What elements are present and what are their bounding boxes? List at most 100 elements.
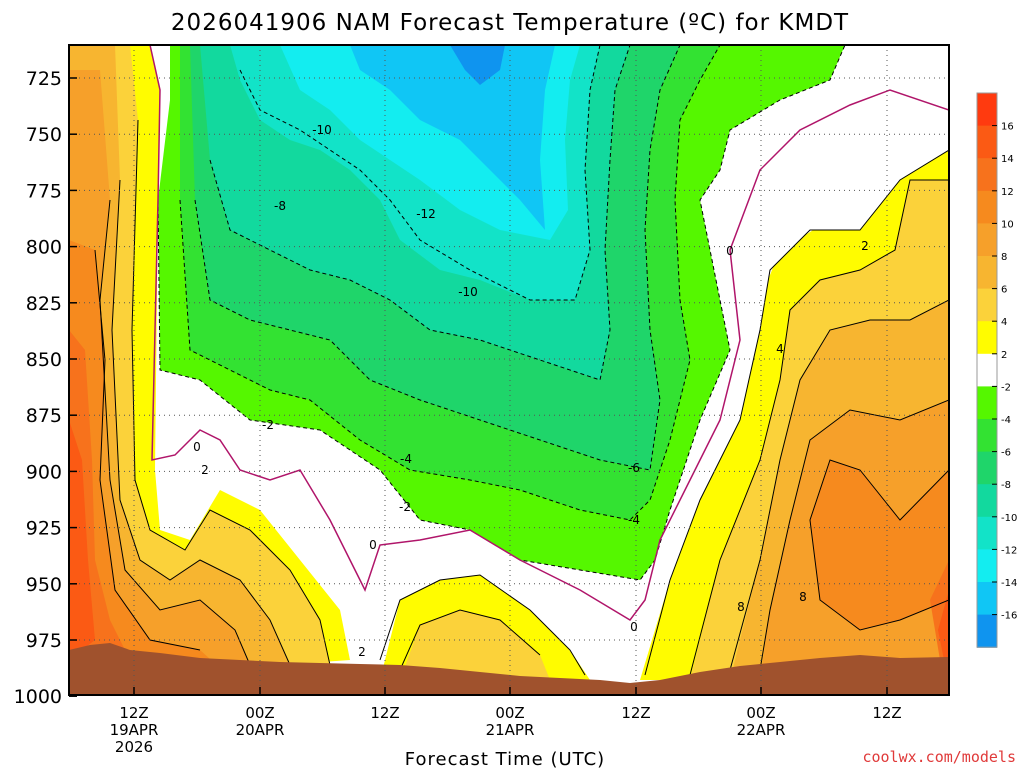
contour-label: 2 [358, 645, 366, 659]
x-tick-label: 22APR [737, 721, 786, 739]
colorbar-swatch [977, 582, 997, 616]
colorbar-swatch [977, 353, 997, 387]
colorbar-label: 6 [1001, 285, 1007, 296]
x-tick-label: 21APR [486, 721, 535, 739]
colorbar-swatch [977, 614, 997, 648]
y-tick-label: 950 [26, 574, 62, 596]
east-warm-band-10 [810, 460, 949, 630]
colorbar-swatch [977, 419, 997, 453]
x-tick-label: 00Z [746, 704, 775, 722]
colorbar-swatch [977, 158, 997, 192]
colorbar-swatch [977, 321, 997, 355]
y-tick-label: 875 [26, 405, 62, 427]
contour-label: 8 [737, 600, 745, 614]
colorbar-label: 16 [1001, 122, 1014, 133]
contour-line [157, 45, 846, 581]
colorbar-label: -12 [1001, 545, 1017, 556]
contour-line [209, 45, 631, 381]
colorbar-label: 4 [1001, 317, 1007, 328]
x-tick-label: 20APR [236, 721, 285, 739]
x-tick-label: 12Z [119, 704, 148, 722]
contour-line [809, 459, 949, 631]
contour-label: 2 [201, 463, 209, 477]
colorbar-swatch [977, 484, 997, 518]
temperature-field [69, 45, 949, 695]
plot-frame [68, 44, 950, 696]
x-tick-label: 00Z [245, 704, 274, 722]
contour-line [179, 45, 721, 521]
contour-line [379, 574, 586, 676]
y-tick-label: 725 [26, 68, 62, 90]
colorbar-label: -14 [1001, 578, 1017, 589]
colorbar-swatch [977, 125, 997, 159]
contour-label: -4 [400, 452, 412, 466]
x-axis-title: Forecast Time (UTC) [405, 749, 605, 768]
y-tick-label: 825 [26, 293, 62, 315]
contour-label: -10 [312, 123, 332, 137]
contour-label: 0 [726, 244, 734, 258]
colorbar-swatch [977, 93, 997, 127]
colorbar-label: -10 [1001, 513, 1017, 524]
colorbar-swatch [977, 516, 997, 550]
colorbar-swatch [977, 549, 997, 583]
contour-label: 8 [799, 590, 807, 604]
chart-title: 2026041906 NAM Forecast Temperature (ºC)… [171, 10, 849, 36]
contour-line [729, 299, 949, 671]
contour-label: 4 [776, 342, 784, 356]
contour-label: -6 [628, 461, 640, 475]
credit-text[interactable]: coolwx.com/models [862, 748, 1016, 766]
contour-label: -12 [416, 207, 436, 221]
contour-label: -4 [628, 513, 640, 527]
contour-line [759, 399, 949, 671]
y-tick-label: 925 [26, 518, 62, 540]
contour-label: 2 [861, 239, 869, 253]
colorbar-swatch [977, 288, 997, 322]
x-tick-label: 19APR [110, 721, 159, 739]
y-tick-label: 850 [26, 349, 62, 371]
east-white-notch [720, 90, 949, 330]
terrain-fill [69, 643, 949, 695]
y-tick-label: 775 [26, 180, 62, 202]
cold-band-14 [350, 45, 555, 230]
contour-line [399, 609, 541, 671]
contour-label: 0 [369, 538, 377, 552]
contour-label: -2 [262, 418, 274, 432]
contour-line [149, 45, 949, 621]
y-axis: 725 750 775 800 825 850 875 900 925 950 975 1000 [14, 68, 77, 708]
contour-label: 0 [193, 440, 201, 454]
y-tick-label: 975 [26, 630, 62, 652]
contour-label: -2 [399, 500, 411, 514]
y-tick-label: 750 [26, 124, 62, 146]
contour-line [94, 249, 201, 651]
cold-band-16 [450, 45, 505, 85]
colorbar-label: 10 [1001, 219, 1014, 230]
y-tick-label: 900 [26, 461, 62, 483]
x-tick-label: 2026 [115, 738, 153, 756]
x-tick-label: 12Z [621, 704, 650, 722]
contour-label: -10 [458, 285, 478, 299]
colorbar-label: 2 [1001, 350, 1007, 361]
colorbar: 16 14 12 10 8 6 4 2 -2 -4 -6 -8 -10 -12 -14 -16 [976, 92, 1017, 648]
x-tick-label: 12Z [370, 704, 399, 722]
x-tick-label: 12Z [872, 704, 901, 722]
y-tick-label: 800 [26, 237, 62, 259]
y-tick-label: 1000 [14, 686, 62, 708]
x-tick-label: 00Z [495, 704, 524, 722]
contour-line [644, 149, 949, 676]
colorbar-swatch [977, 256, 997, 290]
east-warm-band-14 [938, 590, 949, 665]
warm-band-14 [69, 420, 95, 660]
warm-band-10 [69, 240, 220, 680]
colorbar-label: -16 [1001, 611, 1017, 622]
colorbar-label: -4 [1001, 415, 1011, 426]
colorbar-swatch [977, 223, 997, 257]
colorbar-label: -2 [1001, 382, 1011, 393]
colorbar-swatch [977, 451, 997, 485]
colorbar-label: 14 [1001, 154, 1014, 165]
contour-line [99, 199, 251, 666]
center-warm-bubble-inner [400, 610, 550, 680]
warm-band-4 [69, 45, 330, 680]
warm-band-6 [69, 45, 290, 680]
